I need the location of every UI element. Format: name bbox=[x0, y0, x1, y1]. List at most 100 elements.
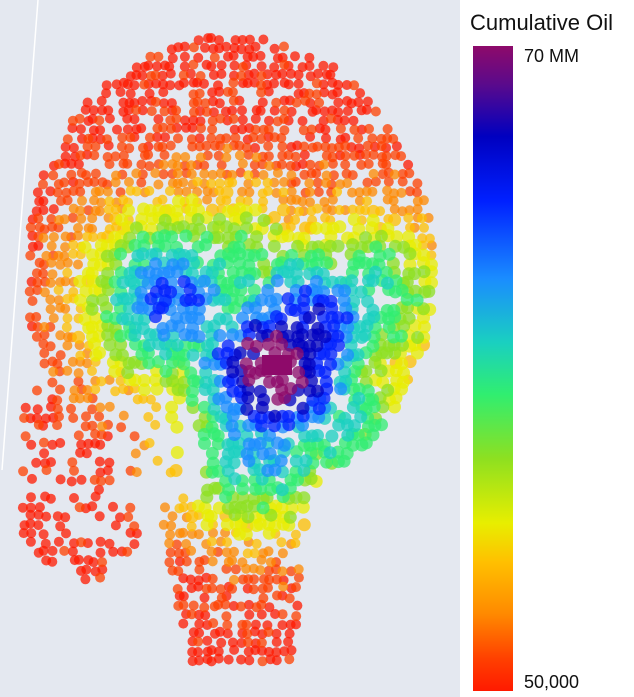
well-point bbox=[419, 222, 429, 233]
well-point bbox=[110, 204, 121, 215]
well-point bbox=[199, 555, 210, 566]
well-point bbox=[249, 160, 260, 170]
well-point bbox=[279, 105, 290, 116]
well-point bbox=[277, 609, 288, 620]
well-point bbox=[197, 400, 211, 414]
well-point bbox=[144, 132, 155, 143]
well-point bbox=[296, 401, 310, 415]
well-point bbox=[334, 382, 348, 396]
well-point bbox=[222, 483, 236, 497]
well-point bbox=[249, 574, 259, 585]
map-panel[interactable] bbox=[0, 0, 460, 697]
well-point bbox=[250, 41, 261, 52]
well-point bbox=[18, 466, 29, 477]
well-point bbox=[253, 385, 267, 398]
well-point bbox=[278, 391, 292, 405]
well-point bbox=[62, 134, 73, 145]
well-point bbox=[320, 212, 331, 223]
well-point bbox=[263, 141, 274, 152]
well-point bbox=[61, 528, 71, 539]
well-point bbox=[53, 285, 64, 295]
well-point bbox=[102, 186, 113, 197]
well-point bbox=[209, 52, 220, 63]
well-point bbox=[277, 203, 290, 217]
well-point bbox=[214, 35, 224, 46]
well-point bbox=[82, 141, 93, 152]
well-point bbox=[83, 133, 94, 144]
well-point bbox=[165, 400, 179, 414]
well-point bbox=[102, 134, 112, 145]
well-point bbox=[114, 329, 128, 343]
well-point bbox=[60, 242, 71, 253]
well-point bbox=[131, 467, 142, 478]
well-point bbox=[94, 511, 105, 522]
well-point bbox=[248, 563, 259, 574]
well-point bbox=[121, 312, 134, 326]
well-point bbox=[321, 177, 331, 188]
well-point bbox=[39, 448, 50, 459]
well-point bbox=[227, 456, 241, 470]
well-points-layer bbox=[17, 33, 438, 667]
well-point bbox=[191, 213, 205, 226]
well-point bbox=[193, 647, 203, 657]
well-point bbox=[153, 179, 164, 190]
well-point bbox=[159, 150, 170, 160]
well-point bbox=[204, 510, 218, 523]
well-point bbox=[304, 52, 315, 63]
well-point bbox=[283, 79, 294, 90]
well-point bbox=[237, 114, 248, 125]
well-point bbox=[108, 364, 122, 378]
well-point bbox=[272, 116, 283, 127]
well-point bbox=[33, 419, 44, 430]
well-point bbox=[221, 547, 232, 558]
well-point bbox=[188, 59, 199, 70]
well-point bbox=[158, 519, 169, 530]
well-point bbox=[55, 330, 66, 341]
well-point bbox=[410, 293, 424, 307]
well-point bbox=[54, 411, 64, 422]
well-point bbox=[90, 168, 101, 179]
well-point bbox=[55, 259, 66, 270]
well-point bbox=[178, 493, 189, 504]
well-point bbox=[82, 385, 93, 395]
well-point bbox=[335, 123, 346, 134]
well-point bbox=[221, 611, 232, 622]
well-point bbox=[242, 78, 253, 89]
well-point bbox=[38, 179, 48, 190]
well-point bbox=[46, 457, 56, 468]
well-point bbox=[365, 221, 379, 235]
well-point bbox=[381, 151, 392, 162]
well-point bbox=[87, 420, 98, 431]
well-point bbox=[243, 178, 254, 189]
well-point bbox=[250, 519, 263, 532]
well-point bbox=[278, 194, 289, 205]
well-point bbox=[294, 206, 304, 217]
well-points-map[interactable] bbox=[0, 0, 460, 697]
well-point bbox=[284, 303, 298, 316]
well-point bbox=[290, 445, 303, 459]
well-point bbox=[200, 98, 211, 109]
well-point bbox=[172, 160, 183, 171]
well-point bbox=[73, 430, 84, 441]
well-point bbox=[250, 124, 261, 135]
legend-title: Cumulative Oil bbox=[470, 10, 614, 35]
well-point bbox=[195, 71, 206, 81]
well-point bbox=[76, 474, 87, 485]
map-boundary-line bbox=[1, 0, 39, 471]
well-point bbox=[76, 565, 86, 576]
well-point bbox=[402, 267, 416, 281]
well-point bbox=[272, 590, 282, 601]
well-point bbox=[257, 583, 268, 594]
well-point bbox=[66, 403, 76, 414]
well-point bbox=[368, 149, 379, 160]
well-point bbox=[207, 116, 218, 126]
well-point bbox=[164, 538, 175, 549]
well-point bbox=[227, 637, 238, 648]
well-point bbox=[305, 197, 315, 208]
well-point bbox=[279, 59, 290, 70]
well-point bbox=[55, 474, 66, 485]
well-point bbox=[153, 51, 164, 62]
well-point bbox=[228, 601, 239, 611]
well-point bbox=[164, 557, 175, 568]
well-point bbox=[223, 654, 234, 665]
